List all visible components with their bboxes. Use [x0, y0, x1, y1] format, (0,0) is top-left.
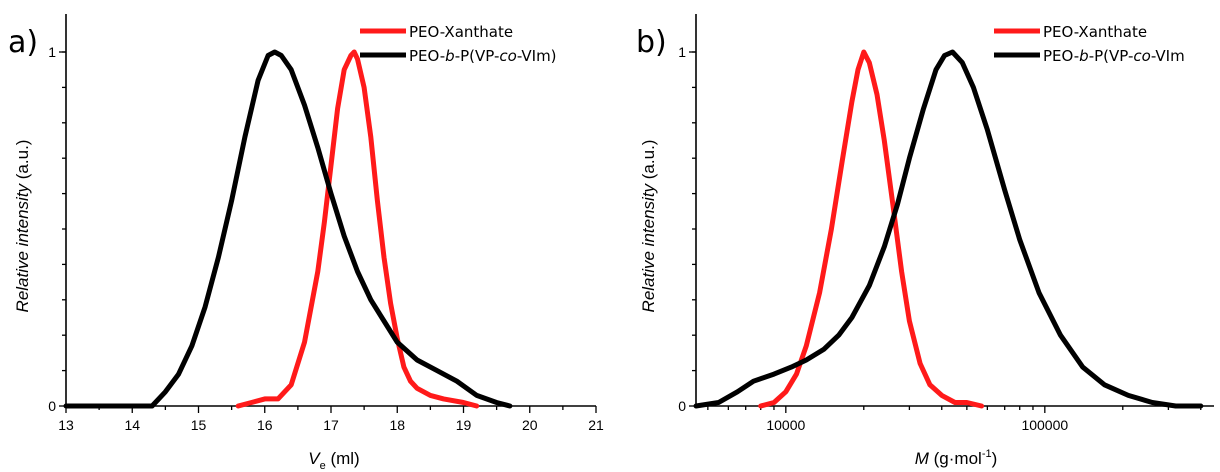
- panel-b-plot-area: 10000 100000 0 1: [678, 14, 1214, 433]
- panel-b-x-axis-title-close: ): [992, 449, 998, 468]
- panel-a-y-axis-title-main: Relative intensity: [13, 182, 32, 312]
- panel-a-y-tick-label: 1: [48, 44, 56, 60]
- panel-b-x-axis-title-unit: (g·mol: [929, 449, 982, 468]
- panel-b-y-axis-title: Relative intensity (a.u.): [639, 140, 658, 313]
- panel-b-series-line-xanthate: [758, 49, 985, 409]
- panel-b-x-axis-title-sup: -1: [982, 448, 992, 460]
- panel-a-ticks: 13 14 15 16 17 18 19 20 21 0 1: [48, 44, 604, 433]
- panel-a-legend-label-block: PEO-b-P(VP-co-VIm): [409, 47, 557, 65]
- panel-a-x-tick-label: 21: [588, 417, 604, 433]
- panel-b-series: [693, 49, 1204, 409]
- panel-b-x-tick-label: 10000: [766, 417, 805, 433]
- panel-a-legend-label-xanthate: PEO-Xanthate: [409, 23, 513, 41]
- panel-a-label: a): [8, 25, 38, 60]
- panel-b-x-axis-title-main: M: [915, 449, 930, 468]
- panel-a-series-line-block-copolymer: [63, 49, 513, 409]
- panel-b-x-tick-label: 100000: [1021, 417, 1068, 433]
- panel-b-legend-label-xanthate: PEO-Xanthate: [1043, 23, 1147, 41]
- panel-a-y-axis-title-unit: (a.u.): [13, 140, 32, 184]
- panel-a-x-axis-title-main: V: [308, 449, 321, 468]
- panel-b: b) Relative intensity (a.u.) M (g·mol-1)…: [636, 14, 1214, 468]
- panel-a-plot-area: 13 14 15 16 17 18 19 20 21 0 1: [48, 14, 604, 433]
- panel-a-y-axis-title: Relative intensity (a.u.): [13, 140, 32, 313]
- panel-a-x-axis-title-sub: e: [320, 460, 326, 472]
- panel-a-x-tick-label: 19: [456, 417, 472, 433]
- panel-b-legend: PEO-Xanthate PEO-b-P(VP-co-VIm: [994, 23, 1185, 65]
- panel-a-y-tick-label: 0: [48, 398, 56, 414]
- panel-a-x-tick-label: 17: [323, 417, 339, 433]
- panel-a-x-axis-title-unit: (ml): [326, 449, 360, 468]
- panel-b-legend-label-block: PEO-b-P(VP-co-VIm: [1043, 47, 1185, 65]
- panel-a-x-tick-label: 14: [124, 417, 140, 433]
- panel-a-x-tick-label: 18: [389, 417, 405, 433]
- panel-a-x-tick-label: 13: [58, 417, 74, 433]
- panel-a-x-axis-title: Ve (ml): [308, 449, 359, 472]
- panel-a-series-line-xanthate: [235, 49, 480, 409]
- panel-a-x-tick-label: 20: [522, 417, 538, 433]
- panel-b-y-axis-title-main: Relative intensity: [639, 182, 658, 312]
- panel-b-y-tick-label: 0: [678, 398, 686, 414]
- panel-a-x-tick-label: 15: [191, 417, 207, 433]
- panel-b-x-axis-title: M (g·mol-1): [915, 448, 998, 468]
- panel-a-x-tick-label: 16: [257, 417, 273, 433]
- panel-b-y-axis-title-unit: (a.u.): [639, 140, 658, 184]
- panel-a-legend: PEO-Xanthate PEO-b-P(VP-co-VIm): [360, 23, 557, 65]
- panel-b-ticks: 10000 100000 0 1: [678, 44, 1202, 433]
- panel-a: a) Relative intensity (a.u.) Ve (ml) 13 1…: [8, 14, 604, 472]
- panel-b-label: b): [636, 25, 667, 60]
- panel-b-y-tick-label: 1: [678, 44, 686, 60]
- panel-a-series: [63, 49, 513, 409]
- panel-b-series-line-block-copolymer: [693, 49, 1204, 409]
